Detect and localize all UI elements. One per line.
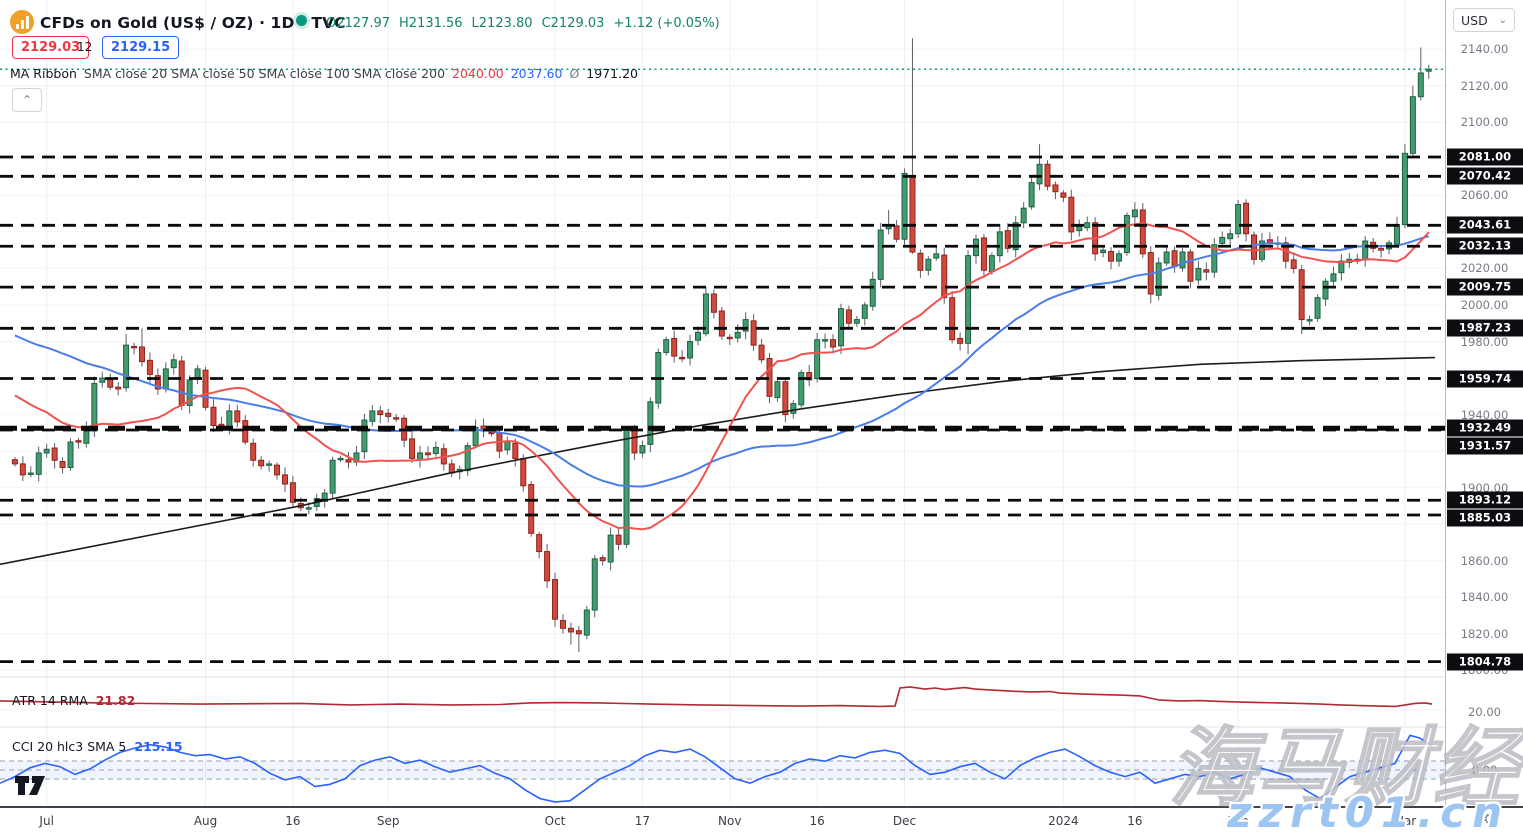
time-tick-label: 16 [809, 814, 825, 828]
atr-name: ATR 14 RMA [12, 693, 88, 708]
price-tick-label: 2100.00 [1460, 115, 1509, 130]
sma200-line [0, 356, 1436, 566]
time-tick-label: Jul [39, 814, 54, 828]
chevron-down-icon: ⌄ [1498, 14, 1507, 26]
price-level-chip[interactable]: 1987.23 [1447, 319, 1523, 337]
market-status-icon [296, 15, 307, 26]
currency-selector[interactable]: USD ⌄ [1453, 8, 1515, 32]
price-level-chip[interactable]: 1932.49 [1447, 419, 1523, 437]
price-level-chip[interactable]: 1959.74 [1447, 370, 1523, 388]
sma200-value: 1971.20 [586, 66, 638, 81]
grid-lines [0, 0, 1445, 806]
price-tick-label: 2060.00 [1460, 188, 1509, 203]
tradingview-logo[interactable] [14, 774, 48, 796]
atr-line [0, 686, 1433, 708]
change-value: +1.12 (+0.05%) [613, 15, 720, 31]
price-level-chip[interactable]: 2081.00 [1447, 148, 1523, 166]
atr-value: 21.82 [95, 693, 136, 708]
time-tick-label: 16 [1127, 814, 1143, 828]
price-tick-label: 2000.00 [1460, 297, 1509, 312]
cci-name: CCI 20 hlc3 SMA 5 [12, 739, 127, 754]
cci-line [0, 734, 1433, 803]
support-resistance-levels [0, 155, 1445, 663]
price-tick-label: 1940.00 [1460, 407, 1509, 422]
time-tick-label: Mar [1393, 814, 1417, 828]
price-tick-label: 2140.00 [1460, 42, 1509, 57]
sma20-line [14, 222, 1430, 531]
sma100-value: Ø [569, 66, 580, 81]
price-level-chip[interactable]: 1893.12 [1447, 491, 1523, 509]
sma50-line [14, 235, 1430, 488]
price-axis[interactable]: USD ⌄ 2140.00 2120.00 2100.00 2060.00 2020.0… [1445, 0, 1523, 833]
time-tick-label: Sep [376, 814, 400, 828]
low-value: L2123.80 [471, 15, 533, 31]
symbol-title[interactable]: CFDs on Gold (US$ / OZ) · 1D · TVC [40, 14, 346, 32]
gold-symbol-icon[interactable] [10, 10, 34, 34]
currency-label: USD [1461, 12, 1488, 28]
price-tick-label: 2120.00 [1460, 78, 1509, 93]
price-tick-label: 1840.00 [1460, 590, 1509, 605]
pane-tick-label: 0.00 [1471, 763, 1498, 777]
time-tick-label: 2024 [1048, 814, 1079, 828]
sma50-value: 2037.60 [510, 66, 563, 81]
price-level-chip[interactable]: 2032.13 [1447, 237, 1523, 255]
price-tick-label: 1980.00 [1460, 334, 1509, 349]
indicator-params: SMA close 20 SMA close 50 SMA close 100 … [83, 66, 446, 81]
sma20-value: 2040.00 [452, 66, 504, 81]
cci-value: 215.15 [134, 739, 183, 754]
time-tick-label: Feb [1227, 814, 1249, 828]
high-value: H2131.56 [399, 15, 463, 31]
price-level-chip[interactable]: 1804.78 [1447, 653, 1523, 671]
cci-pane [0, 734, 1445, 803]
time-tick-label: Dec [892, 814, 917, 828]
price-level-chip[interactable]: 2009.75 [1447, 278, 1523, 296]
time-tick-label: Aug [193, 814, 218, 828]
candlesticks [11, 38, 1432, 653]
moving-averages [0, 222, 1436, 566]
price-level-chip[interactable]: 1885.03 [1447, 509, 1523, 527]
sell-price-button[interactable]: 2129.03 [12, 36, 90, 59]
cci-legend[interactable]: CCI 20 hlc3 SMA 5 215.15 [12, 739, 183, 754]
buy-price-button[interactable]: 2129.15 [102, 36, 180, 59]
price-tick-label: 1860.00 [1460, 553, 1509, 568]
time-tick-label: Nov [718, 814, 742, 828]
price-tick-label: 1900.00 [1460, 480, 1509, 495]
ma-ribbon-legend[interactable]: MA Ribbon SMA close 20 SMA close 50 SMA … [10, 66, 638, 81]
ohlc-values: O2127.97 H2131.56 L2123.80 C2129.03 +1.1… [326, 12, 720, 34]
time-axis[interactable]: Jul Aug 16 Sep Oct 17 Nov 16 Dec 2024 16 Feb Mar [0, 806, 1523, 833]
close-value: C2129.03 [541, 15, 605, 31]
collapse-legend-button[interactable]: ⌃ [12, 88, 42, 112]
time-tick-label: 16 [285, 814, 301, 828]
price-tick-label: 2020.00 [1460, 261, 1509, 276]
atr-legend[interactable]: ATR 14 RMA 21.82 [12, 693, 135, 708]
open-value: O2127.97 [326, 15, 390, 31]
atr-pane [0, 686, 1433, 708]
pane-tick-label: 20.00 [1468, 705, 1501, 719]
price-level-chip[interactable]: 2043.61 [1447, 216, 1523, 234]
price-level-chip[interactable]: 2070.42 [1447, 167, 1523, 185]
gear-icon[interactable]: ⚙ [1483, 810, 1497, 828]
chart-canvas[interactable] [0, 0, 1445, 806]
price-level-chip[interactable]: 1931.57 [1447, 437, 1523, 455]
time-tick-label: Oct [544, 814, 566, 828]
time-tick-label: 17 [634, 814, 651, 828]
price-tick-label: 1820.00 [1460, 626, 1509, 641]
indicator-name: MA Ribbon [10, 66, 77, 81]
spread-value: 12 [77, 40, 93, 54]
